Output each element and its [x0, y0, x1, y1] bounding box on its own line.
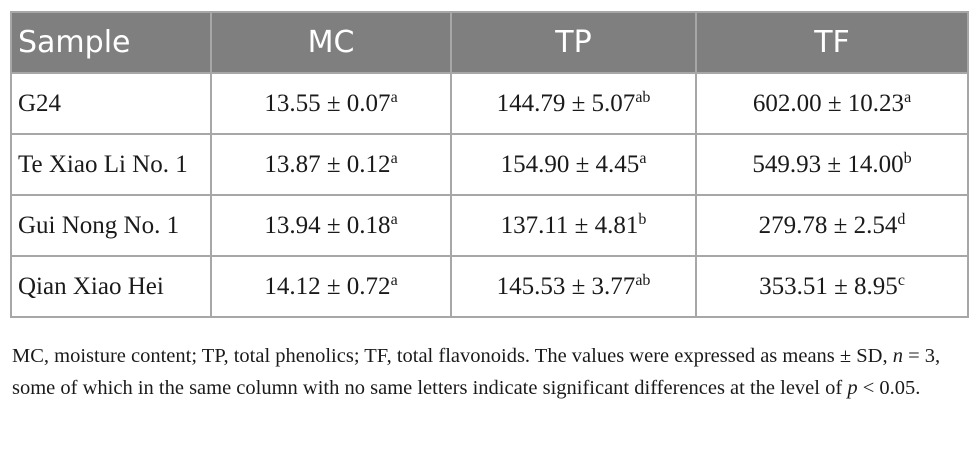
mc-letter: a: [390, 149, 398, 167]
tp-value: 145.53 ± 3.77: [496, 272, 636, 300]
mc-letter: a: [390, 210, 398, 228]
tp-cell: 154.90 ± 4.45a: [450, 133, 697, 196]
footnote-text-3: < 0.05.: [857, 377, 921, 399]
tf-letter: b: [903, 149, 912, 167]
mc-value: 14.12 ± 0.72: [264, 272, 391, 300]
mc-cell: 14.12 ± 0.72a: [210, 255, 452, 318]
mc-value: 13.87 ± 0.12: [264, 150, 391, 178]
tp-value: 144.79 ± 5.07: [496, 89, 636, 117]
tf-letter: a: [904, 88, 912, 106]
tp-letter: ab: [635, 88, 651, 106]
tf-cell: 353.51 ± 8.95c: [695, 255, 969, 318]
tf-letter: c: [897, 271, 905, 289]
mc-cell: 13.55 ± 0.07a: [210, 72, 452, 135]
tf-cell: 279.78 ± 2.54d: [695, 194, 969, 257]
tf-letter: d: [897, 210, 906, 228]
table-row: Qian Xiao Hei 14.12 ± 0.72a 145.53 ± 3.7…: [10, 255, 969, 318]
footnote-n-symbol: n: [892, 345, 903, 367]
header-sample: Sample: [10, 11, 212, 74]
table-row: G24 13.55 ± 0.07a 144.79 ± 5.07ab 602.00…: [10, 72, 969, 135]
footnote-text-2: = 3, some of which in the same column wi…: [12, 345, 941, 399]
tp-cell: 145.53 ± 3.77ab: [450, 255, 697, 318]
header-row: Sample MC TP TF: [10, 11, 969, 74]
tp-cell: 144.79 ± 5.07ab: [450, 72, 697, 135]
table-footnote: MC, moisture content; TP, total phenolic…: [12, 340, 972, 404]
mc-value: 13.94 ± 0.18: [264, 211, 391, 239]
mc-letter: a: [390, 271, 398, 289]
mc-cell: 13.87 ± 0.12a: [210, 133, 452, 196]
tf-value: 549.93 ± 14.00: [752, 150, 904, 178]
mc-cell: 13.94 ± 0.18a: [210, 194, 452, 257]
tf-value: 353.51 ± 8.95: [759, 272, 898, 300]
tp-letter: a: [639, 149, 647, 167]
tf-value: 279.78 ± 2.54: [758, 211, 898, 239]
footnote-text-1: MC, moisture content; TP, total phenolic…: [12, 345, 893, 367]
data-table: Sample MC TP TF G24 13.55 ± 0.07a 144.79…: [10, 11, 969, 318]
tp-letter: b: [638, 210, 647, 228]
tp-value: 137.11 ± 4.81: [500, 211, 639, 239]
sample-cell: Te Xiao Li No. 1: [10, 133, 212, 196]
header-mc: MC: [210, 11, 452, 74]
tp-value: 154.90 ± 4.45: [500, 150, 640, 178]
table-row: Te Xiao Li No. 1 13.87 ± 0.12a 154.90 ± …: [10, 133, 969, 196]
sample-cell: G24: [10, 72, 212, 135]
tp-cell: 137.11 ± 4.81b: [450, 194, 697, 257]
header-tp: TP: [450, 11, 697, 74]
tp-letter: ab: [635, 271, 651, 289]
sample-cell: Gui Nong No. 1: [10, 194, 212, 257]
header-tf: TF: [695, 11, 969, 74]
data-table-container: Sample MC TP TF G24 13.55 ± 0.07a 144.79…: [10, 11, 969, 318]
sample-cell: Qian Xiao Hei: [10, 255, 212, 318]
tf-cell: 549.93 ± 14.00b: [695, 133, 969, 196]
mc-value: 13.55 ± 0.07: [264, 89, 391, 117]
tf-cell: 602.00 ± 10.23a: [695, 72, 969, 135]
footnote-p-symbol: p: [847, 377, 858, 399]
mc-letter: a: [390, 88, 398, 106]
tf-value: 602.00 ± 10.23: [752, 89, 905, 117]
table-row: Gui Nong No. 1 13.94 ± 0.18a 137.11 ± 4.…: [10, 194, 969, 257]
